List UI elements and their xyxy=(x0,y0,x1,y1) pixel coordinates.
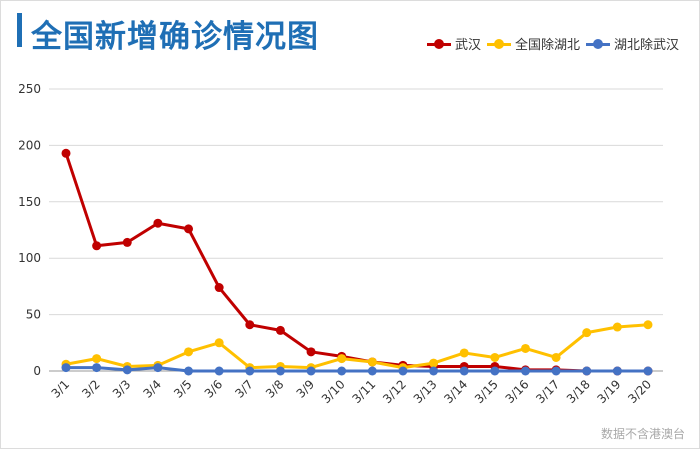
legend-swatch-hubei-ex-wuhan xyxy=(585,38,610,49)
data-point xyxy=(214,366,224,376)
data-point xyxy=(61,363,71,373)
data-point xyxy=(275,366,285,376)
data-point xyxy=(459,366,469,376)
data-point xyxy=(214,283,224,293)
data-point xyxy=(184,366,194,376)
data-point xyxy=(367,366,377,376)
data-point xyxy=(429,366,439,376)
data-point xyxy=(490,366,500,376)
data-point xyxy=(153,363,163,373)
data-point xyxy=(214,338,224,348)
legend-label-hubei-ex-wuhan: 湖北除武汉 xyxy=(613,38,679,53)
x-tick-label: 3/4 xyxy=(140,377,164,401)
x-tick-label: 3/14 xyxy=(441,377,470,406)
data-point xyxy=(337,354,347,364)
legend-item-wuhan: 武汉 xyxy=(426,34,481,53)
data-point xyxy=(551,352,561,362)
data-point xyxy=(306,366,316,376)
data-point xyxy=(643,320,653,330)
data-point xyxy=(122,365,132,375)
x-tick-label: 3/1 xyxy=(49,377,73,401)
chart-title: 全国新增确诊情况图 xyxy=(31,19,319,55)
data-point xyxy=(612,366,622,376)
x-tick-label: 3/17 xyxy=(533,377,562,406)
watermark: 数据不含港澳台 xyxy=(600,427,685,441)
series-line-0 xyxy=(64,152,648,373)
legend-swatch-wuhan xyxy=(426,38,451,49)
legend-label-wuhan: 武汉 xyxy=(454,38,481,53)
legend-swatch-national-ex-hubei xyxy=(486,38,511,49)
data-point xyxy=(92,363,102,373)
data-point xyxy=(245,366,255,376)
data-point xyxy=(122,237,132,247)
x-tick-label: 3/8 xyxy=(263,377,287,401)
x-tick-label: 3/2 xyxy=(79,377,103,401)
x-tick-label: 3/3 xyxy=(110,377,134,401)
data-point xyxy=(490,352,500,362)
data-point xyxy=(153,218,163,228)
legend-item-national-ex-hubei: 全国除湖北 xyxy=(486,34,580,53)
data-point xyxy=(520,343,530,353)
data-point xyxy=(551,366,561,376)
legend-item-hubei-ex-wuhan: 湖北除武汉 xyxy=(585,34,679,53)
data-point xyxy=(61,148,71,158)
series-line-1 xyxy=(65,323,649,370)
y-tick-label: 200 xyxy=(18,138,41,152)
y-tick-label: 250 xyxy=(18,82,41,96)
data-point xyxy=(306,347,316,357)
x-tick-label: 3/13 xyxy=(411,377,440,406)
x-tick-label: 3/18 xyxy=(564,377,593,406)
x-tick-label: 3/19 xyxy=(595,377,624,406)
x-tick-label: 3/7 xyxy=(232,377,256,401)
x-tick-label: 3/9 xyxy=(294,377,318,401)
data-point xyxy=(582,328,592,338)
data-point xyxy=(612,322,622,332)
x-tick-label: 3/10 xyxy=(319,377,348,406)
data-point xyxy=(398,366,408,376)
data-point xyxy=(92,354,102,364)
data-point xyxy=(582,366,592,376)
x-tick-label: 3/20 xyxy=(625,377,654,406)
x-tick-label: 3/6 xyxy=(202,377,226,401)
data-point xyxy=(275,325,285,335)
title-accent-bar xyxy=(17,13,22,47)
y-tick-label: 150 xyxy=(18,195,41,209)
y-tick-label: 50 xyxy=(26,308,41,322)
data-point xyxy=(429,358,439,368)
legend: 武汉 全国除湖北 湖北除武汉 xyxy=(421,34,679,53)
x-tick-label: 3/12 xyxy=(380,377,409,406)
x-tick-label: 3/16 xyxy=(503,377,532,406)
data-point xyxy=(459,348,469,358)
y-tick-label: 0 xyxy=(33,364,41,378)
data-point xyxy=(367,357,377,367)
y-tick-label: 100 xyxy=(18,251,41,265)
series-line-2 xyxy=(66,366,648,373)
data-point xyxy=(184,347,194,357)
data-point xyxy=(337,366,347,376)
data-point xyxy=(643,366,653,376)
data-point xyxy=(245,320,255,330)
data-point xyxy=(92,241,102,251)
data-point xyxy=(184,224,194,234)
x-tick-label: 3/11 xyxy=(349,377,378,406)
legend-label-national-ex-hubei: 全国除湖北 xyxy=(514,38,580,53)
x-tick-label: 3/5 xyxy=(171,377,195,401)
data-point xyxy=(520,366,530,376)
x-tick-label: 3/15 xyxy=(472,377,501,406)
